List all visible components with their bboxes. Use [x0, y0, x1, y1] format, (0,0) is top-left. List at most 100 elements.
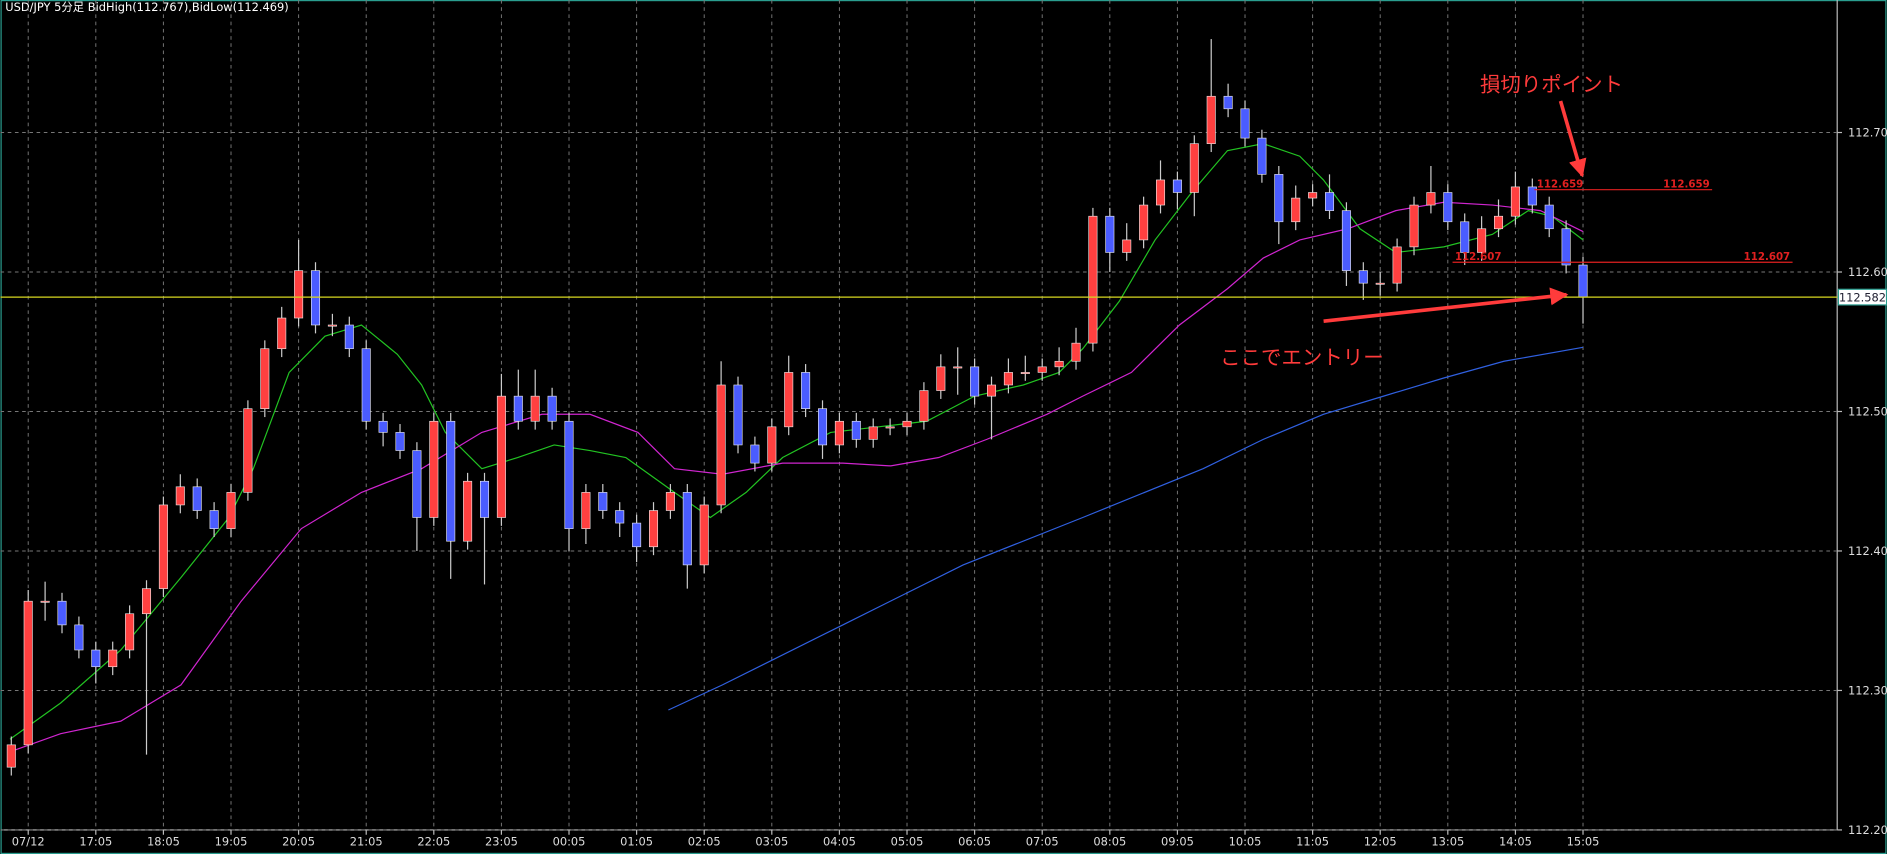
candle-body — [1206, 95, 1216, 144]
level-label: 112.607 — [1455, 252, 1502, 263]
candle-body — [547, 395, 557, 422]
candle-body — [463, 480, 473, 542]
candle-body — [158, 504, 168, 589]
candle-body — [91, 649, 101, 668]
x-tick-label: 10:05 — [1229, 835, 1262, 849]
moving-average — [9, 201, 1584, 753]
candle-body — [1325, 192, 1335, 211]
candle-body — [6, 744, 16, 768]
y-tick-label: 112.300 — [1848, 684, 1887, 698]
candle-body — [361, 348, 371, 422]
x-tick-label: 09:05 — [1161, 835, 1194, 849]
candle-body — [919, 390, 929, 422]
candle-body — [1257, 137, 1267, 175]
y-tick-label: 112.600 — [1848, 265, 1887, 279]
moving-average — [668, 346, 1584, 711]
candle-body — [479, 480, 490, 518]
annotation-arrow — [1558, 100, 1587, 178]
x-tick-label: 04:05 — [823, 835, 856, 849]
candle-body — [767, 426, 777, 464]
candle-body — [175, 486, 185, 506]
candle-body — [226, 492, 236, 529]
x-tick-label: 06:05 — [958, 835, 991, 849]
candle-body — [682, 492, 692, 566]
candle-body — [1054, 360, 1064, 368]
candle-body — [818, 408, 828, 446]
candle-body — [1544, 204, 1554, 230]
candle-body — [936, 366, 946, 391]
candle-body — [125, 613, 135, 651]
candle-body — [1426, 192, 1436, 206]
candle-body — [429, 420, 439, 518]
candle-body — [632, 522, 642, 548]
candle-body — [57, 600, 67, 626]
candle-body — [750, 444, 760, 464]
x-tick-label: 23:05 — [485, 835, 518, 849]
candle-body — [716, 384, 726, 506]
y-tick-label: 112.400 — [1848, 544, 1887, 558]
candle-body — [1578, 264, 1588, 298]
x-tick-label: 14:05 — [1499, 835, 1532, 849]
candle-body — [1156, 179, 1166, 206]
x-tick-label: 13:05 — [1431, 835, 1464, 849]
candle-body — [953, 366, 963, 369]
candle-body — [1561, 228, 1571, 266]
candle-body — [851, 420, 861, 440]
candle-body — [1477, 228, 1487, 253]
candle-body — [1071, 342, 1081, 362]
x-tick-label: 01:05 — [620, 835, 653, 849]
candle-body — [1291, 197, 1301, 223]
candle-body — [1172, 179, 1182, 193]
candle-body — [1527, 186, 1537, 206]
candle-body — [108, 649, 118, 668]
x-tick-label: 15:05 — [1567, 835, 1600, 849]
x-tick-label: 20:05 — [282, 835, 315, 849]
x-tick-label: 03:05 — [755, 835, 788, 849]
y-tick-label: 112.700 — [1848, 126, 1887, 140]
candle-body — [1443, 192, 1453, 223]
candle-body — [1223, 95, 1233, 110]
candle-body — [902, 420, 912, 428]
candle-body — [1308, 192, 1318, 199]
x-tick-label: 19:05 — [215, 835, 248, 849]
x-tick-label: 12:05 — [1364, 835, 1397, 849]
candle-body — [1088, 215, 1098, 344]
candle-body — [649, 510, 659, 548]
candle-body — [395, 432, 405, 451]
x-tick-label: 05:05 — [891, 835, 924, 849]
candle-body — [260, 348, 270, 409]
candle-body — [209, 510, 219, 529]
candle-body — [834, 420, 844, 446]
candle-body — [310, 270, 321, 326]
chart-title: USD/JPY 5分足 BidHigh(112.767),BidLow(112.… — [5, 0, 288, 14]
x-tick-label: 02:05 — [688, 835, 721, 849]
candle-body — [1189, 143, 1199, 193]
annotation-arrow — [1323, 287, 1569, 323]
candle-body — [1494, 215, 1504, 230]
candle-body — [344, 324, 354, 350]
x-tick-label: 08:05 — [1093, 835, 1126, 849]
candle-body — [192, 486, 202, 511]
candle-body — [868, 426, 878, 440]
candle-body — [1341, 210, 1351, 271]
candle-body — [615, 510, 625, 524]
candle-body — [1460, 221, 1470, 253]
candle-body — [1358, 270, 1368, 284]
price-label: 112.582 — [1839, 290, 1886, 304]
candle-body — [784, 372, 794, 428]
candle-body — [598, 492, 608, 511]
candle-body — [243, 408, 253, 493]
annotation: 損切りポイント — [1480, 72, 1623, 96]
candle-body — [581, 492, 591, 529]
candle-body — [801, 372, 811, 409]
candle-body — [513, 395, 523, 422]
candle-body — [1139, 204, 1149, 241]
overlays: 112.582 112.659 112.659 112.607 112.607 損切りポイ… — [0, 72, 1887, 369]
candle-body — [294, 270, 304, 319]
candle-body — [530, 395, 540, 422]
candles — [6, 39, 1588, 776]
candle-body — [1409, 204, 1419, 248]
x-tick-label: 22:05 — [417, 835, 450, 849]
